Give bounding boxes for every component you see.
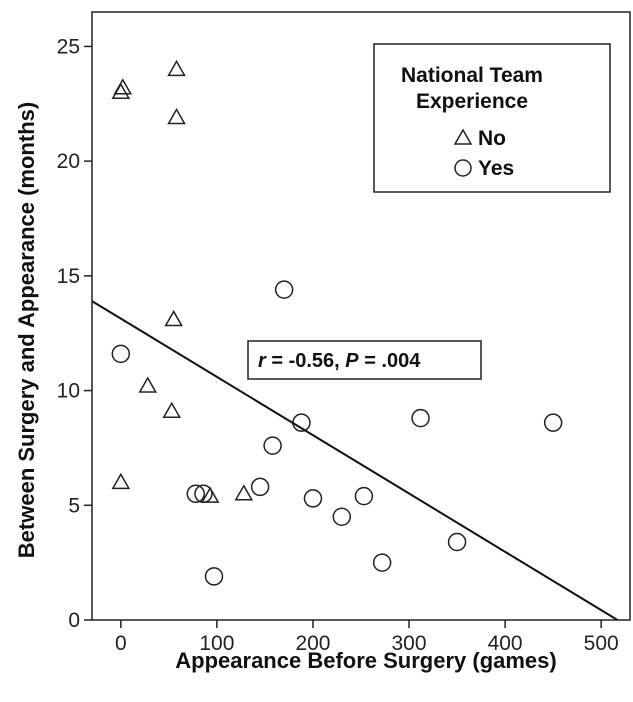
legend-triangle-marker: [453, 128, 473, 145]
legend: National Team Experience No Yes: [373, 43, 611, 193]
x-tick-label: 100: [199, 632, 234, 655]
point-yes: [447, 532, 467, 552]
point-no: [234, 484, 254, 501]
plot-frame: [91, 11, 631, 621]
legend-title-line-1: National Team: [401, 64, 543, 87]
point-yes: [332, 507, 352, 527]
plot-area: [91, 11, 631, 621]
y-tick-label: 20: [57, 150, 80, 173]
x-tick-label: 500: [584, 632, 619, 655]
p-label: P: [345, 350, 359, 372]
x-tick-label: 300: [392, 632, 427, 655]
x-axis: 0 100 200 300 400 500: [115, 620, 619, 655]
y-axis: 0 5 10 15 20 25: [57, 35, 92, 632]
point-yes: [274, 280, 294, 299]
point-no: [164, 309, 183, 327]
x-axis-title: Appearance Before Surgery (games): [175, 648, 556, 673]
point-no: [162, 401, 182, 418]
data-points: [111, 59, 563, 586]
y-tick-label: 25: [57, 35, 80, 58]
r-label: r: [258, 350, 267, 372]
y-tick-label: 10: [57, 380, 80, 403]
correlation-annotation: r = -0.56, P = .004: [247, 340, 482, 380]
point-yes: [372, 553, 392, 572]
x-tick-label: 200: [295, 632, 330, 655]
annotation-text: r = -0.56, P = .004: [258, 350, 421, 372]
y-tick-label: 15: [57, 265, 80, 288]
point-yes: [194, 484, 213, 504]
point-yes: [250, 477, 270, 497]
point-yes: [411, 408, 430, 428]
point-yes: [204, 567, 224, 586]
point-no: [113, 78, 133, 95]
x-tick-label: 400: [488, 632, 523, 655]
point-no: [111, 472, 131, 490]
y-tick-label: 5: [68, 494, 80, 517]
legend-title-line-2: Experience: [416, 90, 528, 113]
point-yes: [303, 489, 323, 508]
point-yes: [354, 486, 374, 506]
legend-box: [373, 43, 611, 193]
point-yes: [263, 436, 282, 455]
x-tick-label: 0: [115, 632, 127, 655]
annotation-box: [247, 340, 482, 380]
point-yes: [543, 413, 563, 432]
point-yes: [111, 344, 131, 364]
point-no: [167, 59, 186, 77]
p-value: = .004: [359, 350, 422, 372]
legend-entry-no: No: [478, 127, 506, 150]
r-value: = -0.56,: [266, 350, 346, 372]
y-axis-title: Between Surgery and Appearance (months): [14, 102, 39, 558]
point-yes: [186, 484, 206, 504]
regression-line: [91, 300, 619, 621]
y-tick-label: 0: [68, 609, 80, 632]
legend-entry-yes: Yes: [478, 157, 514, 180]
point-no: [200, 486, 220, 503]
point-no: [138, 376, 158, 393]
point-no: [167, 108, 186, 125]
legend-circle-marker: [454, 159, 472, 177]
